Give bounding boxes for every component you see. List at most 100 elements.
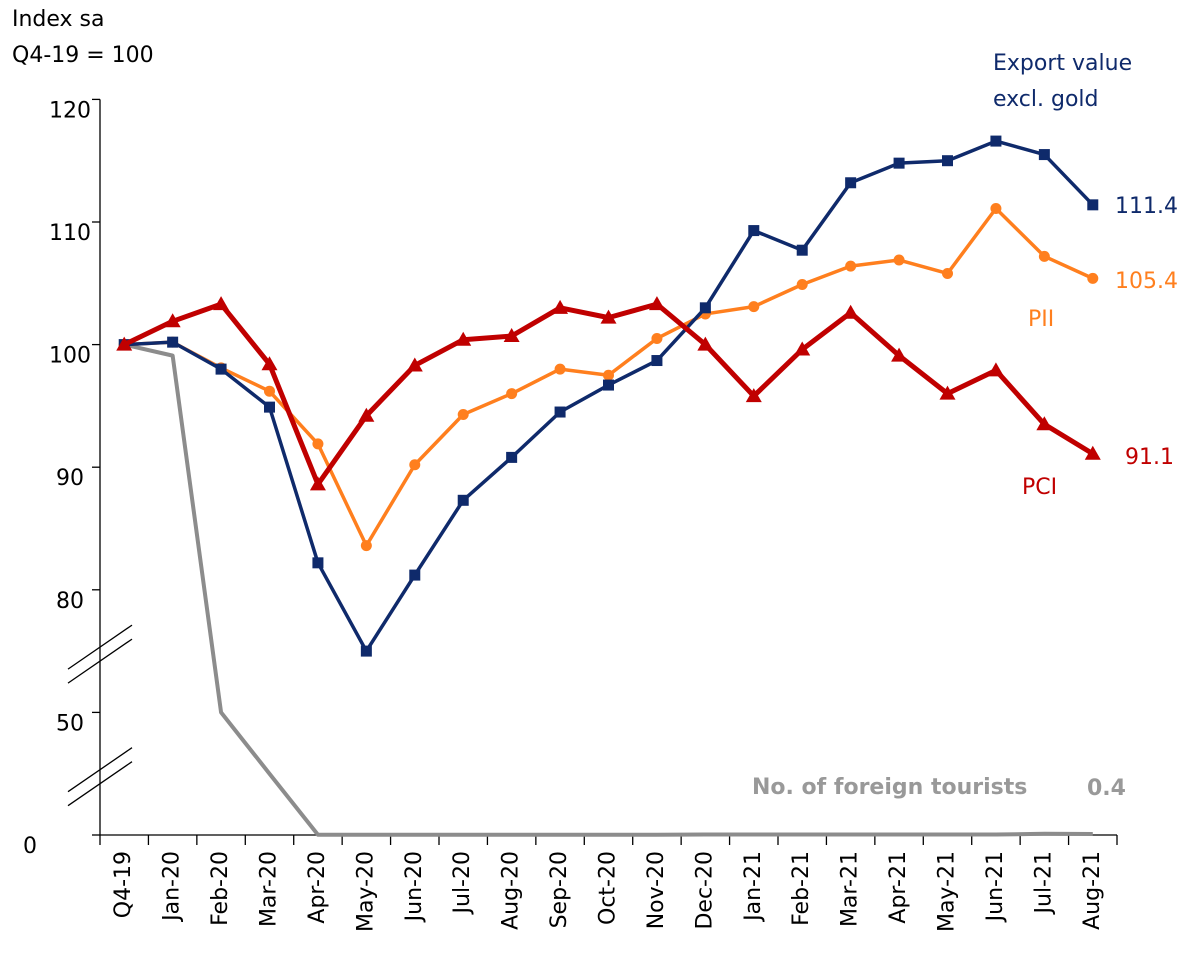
series xyxy=(118,203,1099,552)
marker xyxy=(651,332,663,344)
x-tick-label: Feb-21 xyxy=(789,851,814,926)
marker xyxy=(360,540,372,552)
data-label: 105.4 xyxy=(1115,269,1178,294)
marker xyxy=(358,407,375,422)
marker xyxy=(503,328,520,343)
marker xyxy=(794,341,811,356)
x-tick-label: Sep-20 xyxy=(547,851,572,928)
x-tick-label: Jul-21 xyxy=(1031,851,1056,915)
axis-break xyxy=(67,638,133,684)
x-tick-label: Aug-21 xyxy=(1080,851,1105,930)
marker xyxy=(455,331,472,346)
marker xyxy=(552,299,569,314)
marker xyxy=(164,313,181,328)
x-tick-label: Q4-19 xyxy=(111,851,136,918)
marker xyxy=(360,645,372,657)
marker xyxy=(603,379,614,391)
x-tick-label: Jul-20 xyxy=(450,851,475,915)
marker xyxy=(1087,272,1099,284)
x-tick-label: Aug-20 xyxy=(499,851,524,930)
marker xyxy=(1038,250,1050,262)
series xyxy=(118,135,1099,657)
series-label: No. of foreign tourists xyxy=(752,775,1028,800)
marker xyxy=(215,363,227,375)
y-tick-label: 90 xyxy=(56,466,84,491)
x-tick-label: Oct-20 xyxy=(596,851,621,925)
marker xyxy=(697,336,714,351)
marker xyxy=(990,203,1002,215)
series xyxy=(123,342,1093,837)
marker xyxy=(939,385,956,400)
y-tick-label: 50 xyxy=(56,711,84,736)
x-tick-label: Mar-20 xyxy=(257,851,282,927)
marker xyxy=(554,406,566,418)
marker xyxy=(1036,416,1053,431)
marker xyxy=(845,177,857,189)
marker xyxy=(748,225,760,237)
marker xyxy=(987,362,1004,377)
marker xyxy=(261,356,278,371)
marker xyxy=(651,355,663,367)
marker xyxy=(845,260,857,272)
marker xyxy=(1038,149,1050,161)
marker xyxy=(406,357,423,372)
y-axis-label: Index sa Q4-19 = 100 xyxy=(12,7,154,68)
marker xyxy=(893,157,905,169)
marker xyxy=(891,347,908,362)
axis-break xyxy=(67,747,133,793)
marker xyxy=(942,155,953,167)
marker xyxy=(796,244,808,256)
marker xyxy=(116,336,133,351)
axis-break xyxy=(67,624,133,670)
marker xyxy=(796,279,808,291)
series-line xyxy=(123,342,1093,837)
marker xyxy=(1087,199,1099,211)
x-tick-label: Jan-20 xyxy=(160,851,185,923)
x-tick-label: Jun-21 xyxy=(983,851,1008,923)
marker xyxy=(167,336,179,348)
y-tick-label: 120 xyxy=(49,98,91,123)
series-label: Export value excl. gold xyxy=(993,51,1133,112)
x-tick-label: Apr-21 xyxy=(886,851,911,924)
y-tick-label: 0 xyxy=(23,834,37,859)
data-label: 0.4 xyxy=(1087,776,1126,801)
axis-break xyxy=(67,761,133,807)
x-tick-label: Jun-20 xyxy=(402,851,427,923)
marker xyxy=(264,401,275,413)
data-label: 91.1 xyxy=(1125,445,1174,470)
y-tick-label: 110 xyxy=(49,221,91,246)
x-tick-label: May-20 xyxy=(353,851,378,932)
marker xyxy=(213,296,230,311)
series-label: PII xyxy=(1028,307,1055,332)
marker xyxy=(745,388,762,403)
x-tick-label: May-21 xyxy=(935,851,960,932)
y-tick-label: 80 xyxy=(56,589,84,614)
marker xyxy=(457,408,469,420)
x-tick-label: Feb-20 xyxy=(208,851,233,926)
series xyxy=(116,296,1101,491)
marker xyxy=(264,385,275,397)
marker xyxy=(600,309,617,324)
marker xyxy=(312,438,324,450)
x-tick-label: Apr-20 xyxy=(305,851,330,924)
marker xyxy=(893,254,905,266)
marker xyxy=(309,476,326,491)
marker xyxy=(457,494,469,506)
y-tick-label: 100 xyxy=(49,344,91,369)
marker xyxy=(603,369,614,381)
x-tick-label: Nov-20 xyxy=(644,851,669,929)
marker xyxy=(554,363,566,375)
marker xyxy=(648,296,665,311)
marker xyxy=(942,267,953,279)
marker xyxy=(748,301,760,313)
marker xyxy=(1084,445,1101,460)
marker xyxy=(506,451,518,463)
x-tick-label: Dec-20 xyxy=(692,851,717,930)
marker xyxy=(409,459,421,471)
data-label: 111.4 xyxy=(1115,194,1178,219)
marker xyxy=(506,388,518,400)
marker xyxy=(699,302,711,314)
marker xyxy=(409,569,421,581)
x-tick-label: Mar-21 xyxy=(838,851,863,927)
